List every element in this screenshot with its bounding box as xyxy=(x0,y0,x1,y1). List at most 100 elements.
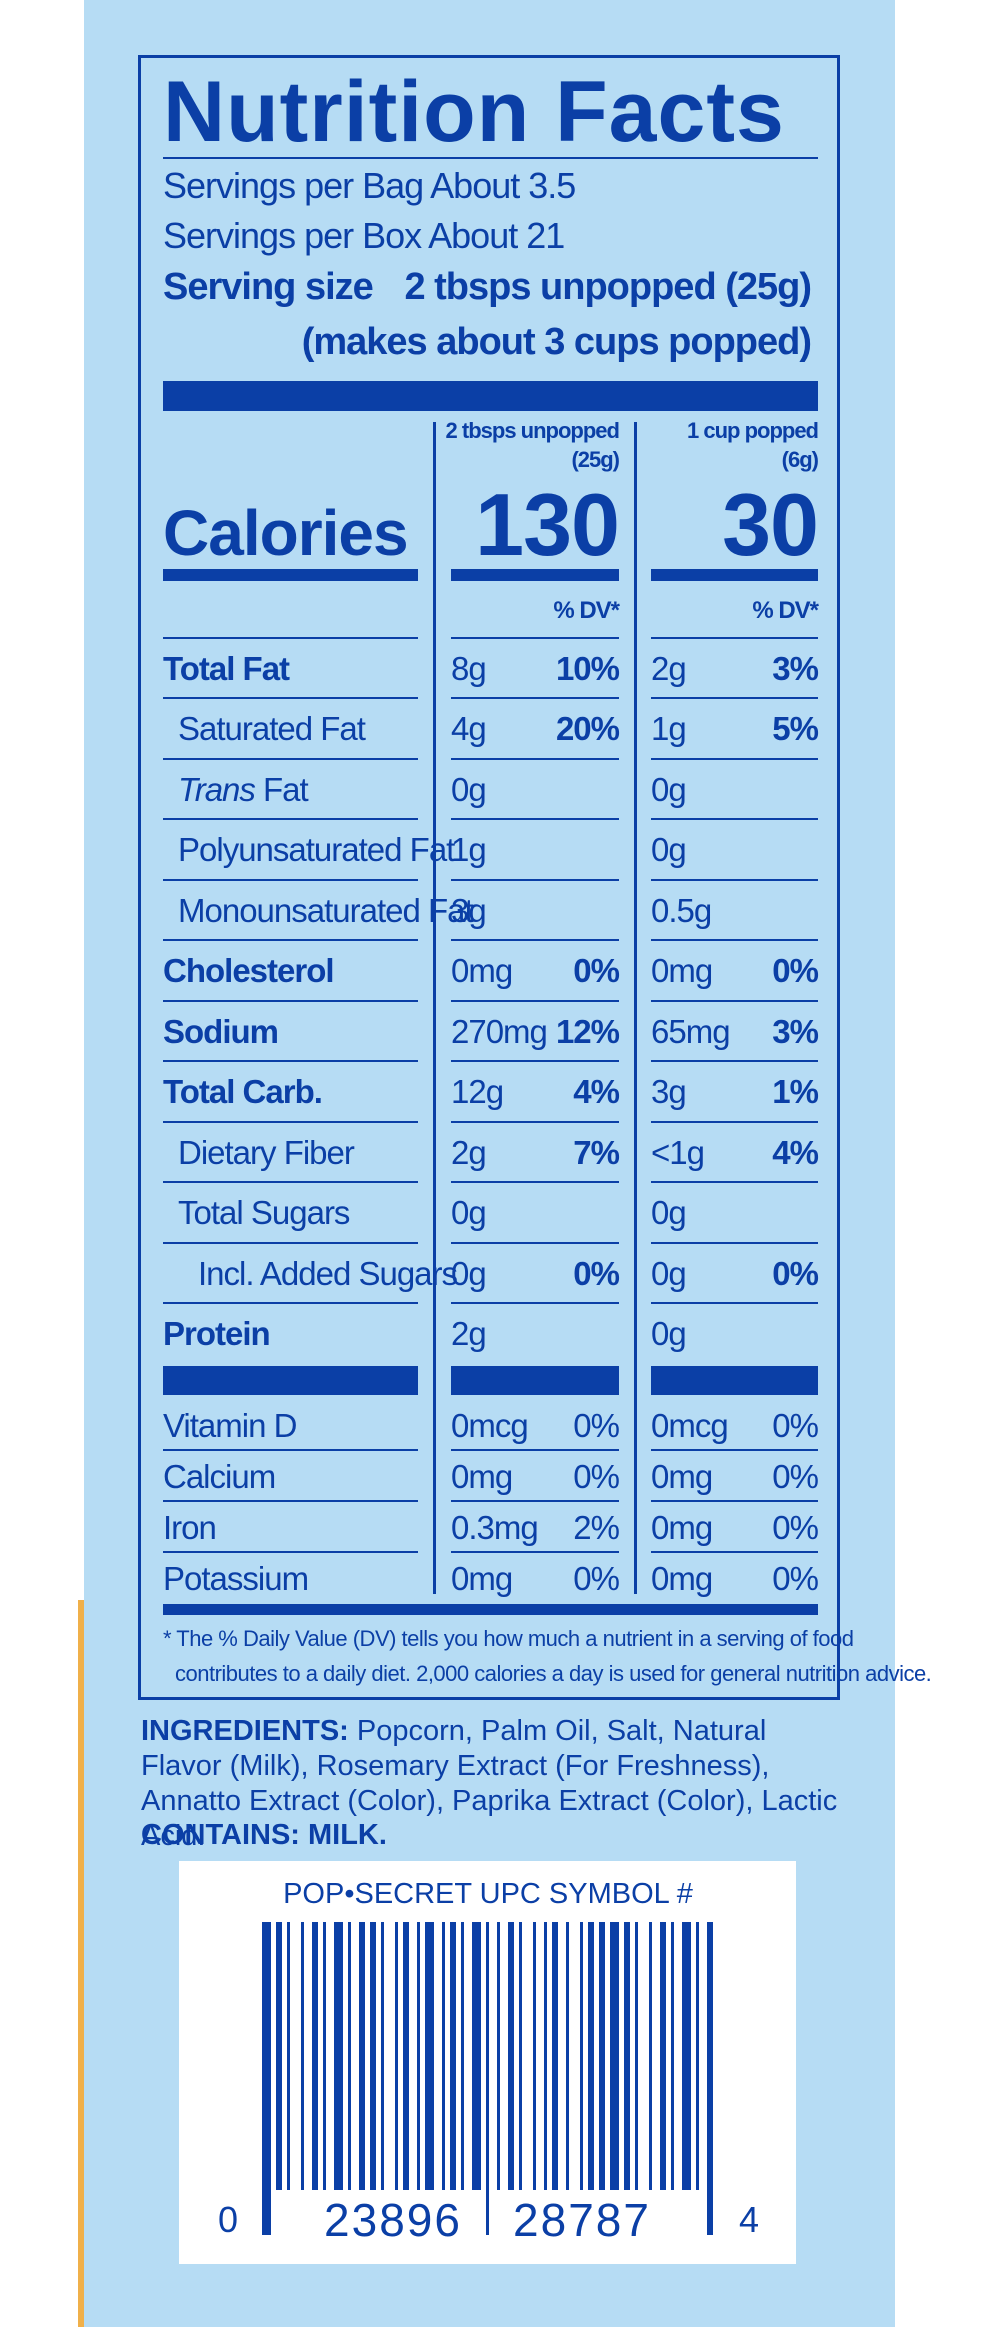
nutrient-name: Incl. Added Sugars xyxy=(198,1254,458,1292)
row-line xyxy=(651,1302,818,1304)
amount: 0mcg xyxy=(651,1406,729,1444)
daily-value: 1% xyxy=(772,1073,819,1110)
barcode-bar xyxy=(671,1922,674,2190)
row-line xyxy=(163,1449,418,1451)
serving-size-label: Serving size xyxy=(163,266,374,308)
title: Nutrition Facts xyxy=(163,64,785,160)
column-header: (25g) xyxy=(571,447,620,472)
column-header: (6g) xyxy=(781,447,819,472)
ingredients-text: Popcorn, Palm Oil, Salt, Natural Flavor … xyxy=(141,1715,838,1852)
nutrient-name: Monounsaturated Fat xyxy=(178,891,474,929)
barcode-bar xyxy=(301,1922,304,2190)
amount: 0mg xyxy=(451,1457,513,1495)
calories-value: 30 xyxy=(722,475,819,574)
footnote: * The % Daily Value (DV) tells you how m… xyxy=(163,1626,854,1651)
barcode-bar xyxy=(442,1922,445,2190)
barcode-bar xyxy=(682,1922,691,2190)
amount: 0g xyxy=(451,1254,487,1292)
amount: 0g xyxy=(651,1194,687,1231)
row-line xyxy=(651,1241,818,1244)
amount: 0g xyxy=(651,1254,687,1292)
row-line xyxy=(163,939,418,941)
barcode-bar xyxy=(624,1922,630,2190)
daily-value: 3% xyxy=(772,649,819,687)
barcode-bar xyxy=(508,1922,514,2190)
barcode-bar xyxy=(417,1922,420,2190)
footnote: contributes to a daily diet. 2,000 calor… xyxy=(175,1661,932,1686)
row-line xyxy=(451,1181,619,1183)
row-line xyxy=(651,1060,818,1062)
daily-value: 0% xyxy=(772,1406,819,1444)
amount: <1g xyxy=(651,1133,705,1171)
row-line xyxy=(451,1060,619,1062)
barcode-bar xyxy=(381,1922,384,2190)
amount: 0mg xyxy=(651,1457,713,1495)
amount: 3g xyxy=(451,891,487,929)
row-line xyxy=(163,1181,418,1183)
daily-value: 3% xyxy=(772,1012,819,1050)
daily-value: 0% xyxy=(573,1254,620,1292)
daily-value: 0% xyxy=(772,1254,819,1292)
calories-value: 130 xyxy=(475,475,620,574)
daily-value: 4% xyxy=(772,1133,819,1171)
daily-value: 20% xyxy=(555,710,620,747)
barcode-bar xyxy=(262,1922,271,2235)
daily-value: 2% xyxy=(573,1508,620,1546)
row-line xyxy=(163,1241,418,1244)
barcode-bar xyxy=(599,1922,605,2190)
row-line xyxy=(651,1500,818,1502)
calories-label: Calories xyxy=(163,497,409,569)
nutrient-name: Trans xyxy=(178,770,256,808)
row-line xyxy=(163,1120,418,1123)
row-line xyxy=(163,1060,418,1062)
dv-header: % DV* xyxy=(752,597,819,624)
amount: 0mg xyxy=(651,952,713,989)
amount: 65mg xyxy=(651,1012,731,1050)
barcode-bar xyxy=(566,1922,569,2190)
amount: 1g xyxy=(451,831,487,868)
barcode-bar xyxy=(370,1922,376,2190)
thick-bar xyxy=(451,1366,619,1395)
row-line xyxy=(651,1181,818,1183)
thick-bar xyxy=(163,1366,418,1395)
amount: 0g xyxy=(651,1315,687,1352)
nutrient-name: Total Sugars xyxy=(178,1194,350,1231)
barcode-bar xyxy=(287,1922,290,2190)
barcode-bar xyxy=(696,1922,699,2190)
daily-value: 10% xyxy=(555,649,620,687)
barcode-bar xyxy=(359,1922,365,2190)
daily-value: 0% xyxy=(772,952,819,989)
barcode-bar xyxy=(544,1922,547,2190)
amount: 1g xyxy=(651,710,687,747)
dv-header: % DV* xyxy=(553,597,620,624)
nutrient-name: Polyunsaturated Fat xyxy=(178,831,455,868)
amount: 0g xyxy=(651,831,687,868)
nutrient-name: Sodium xyxy=(163,1012,279,1050)
daily-value: 0% xyxy=(573,1406,620,1444)
barcode-bar xyxy=(497,1922,500,2190)
column-header: 2 tbsps unpopped xyxy=(445,418,620,443)
row-line xyxy=(451,1551,619,1553)
calories-bar xyxy=(651,569,818,581)
barcode-bar xyxy=(403,1922,409,2190)
row-line xyxy=(163,1302,418,1304)
label-box xyxy=(138,55,840,1700)
daily-value: 0% xyxy=(772,1508,819,1546)
row-line xyxy=(651,1120,818,1123)
nutrient-name: Dietary Fiber xyxy=(178,1133,355,1171)
row-line xyxy=(163,818,418,820)
row-line xyxy=(651,818,818,820)
row-line xyxy=(651,1449,818,1451)
amount: 0mcg xyxy=(451,1406,529,1444)
row-line xyxy=(651,939,818,941)
row-line xyxy=(451,818,619,820)
daily-value: 0% xyxy=(573,1559,620,1597)
amount: 8g xyxy=(451,649,487,687)
row-line xyxy=(451,757,619,760)
barcode-bar xyxy=(519,1922,522,2190)
calories-bar xyxy=(163,569,418,581)
amount: 0g xyxy=(451,1194,487,1231)
thick-bar xyxy=(163,381,818,411)
amount: 0mg xyxy=(651,1508,713,1546)
nutrient-name: Total Carb. xyxy=(163,1073,323,1110)
